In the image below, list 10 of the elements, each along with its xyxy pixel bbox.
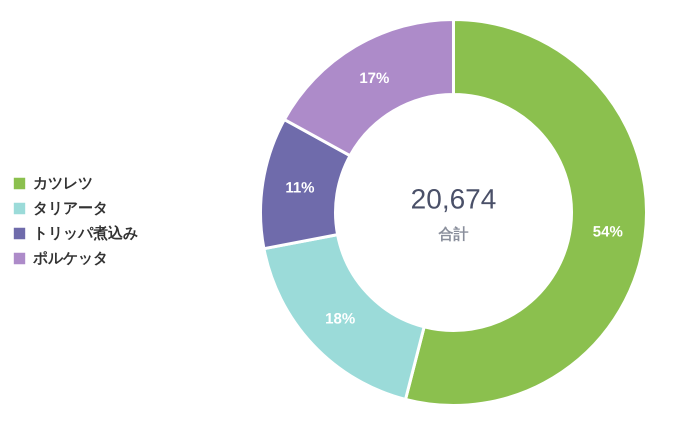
data-label: 54% <box>592 223 623 240</box>
legend-label: ポルケッタ <box>33 248 108 268</box>
legend-label: トリッパ煮込み <box>33 224 138 242</box>
legend-label: タリアータ <box>33 198 108 218</box>
text: 合計 <box>438 226 468 243</box>
text: 20,674 <box>410 184 496 214</box>
data-label: 11% <box>285 180 315 197</box>
data-label: 17% <box>359 70 390 88</box>
legend-label: カツレツ <box>33 174 93 192</box>
data-label: 18% <box>325 310 356 328</box>
